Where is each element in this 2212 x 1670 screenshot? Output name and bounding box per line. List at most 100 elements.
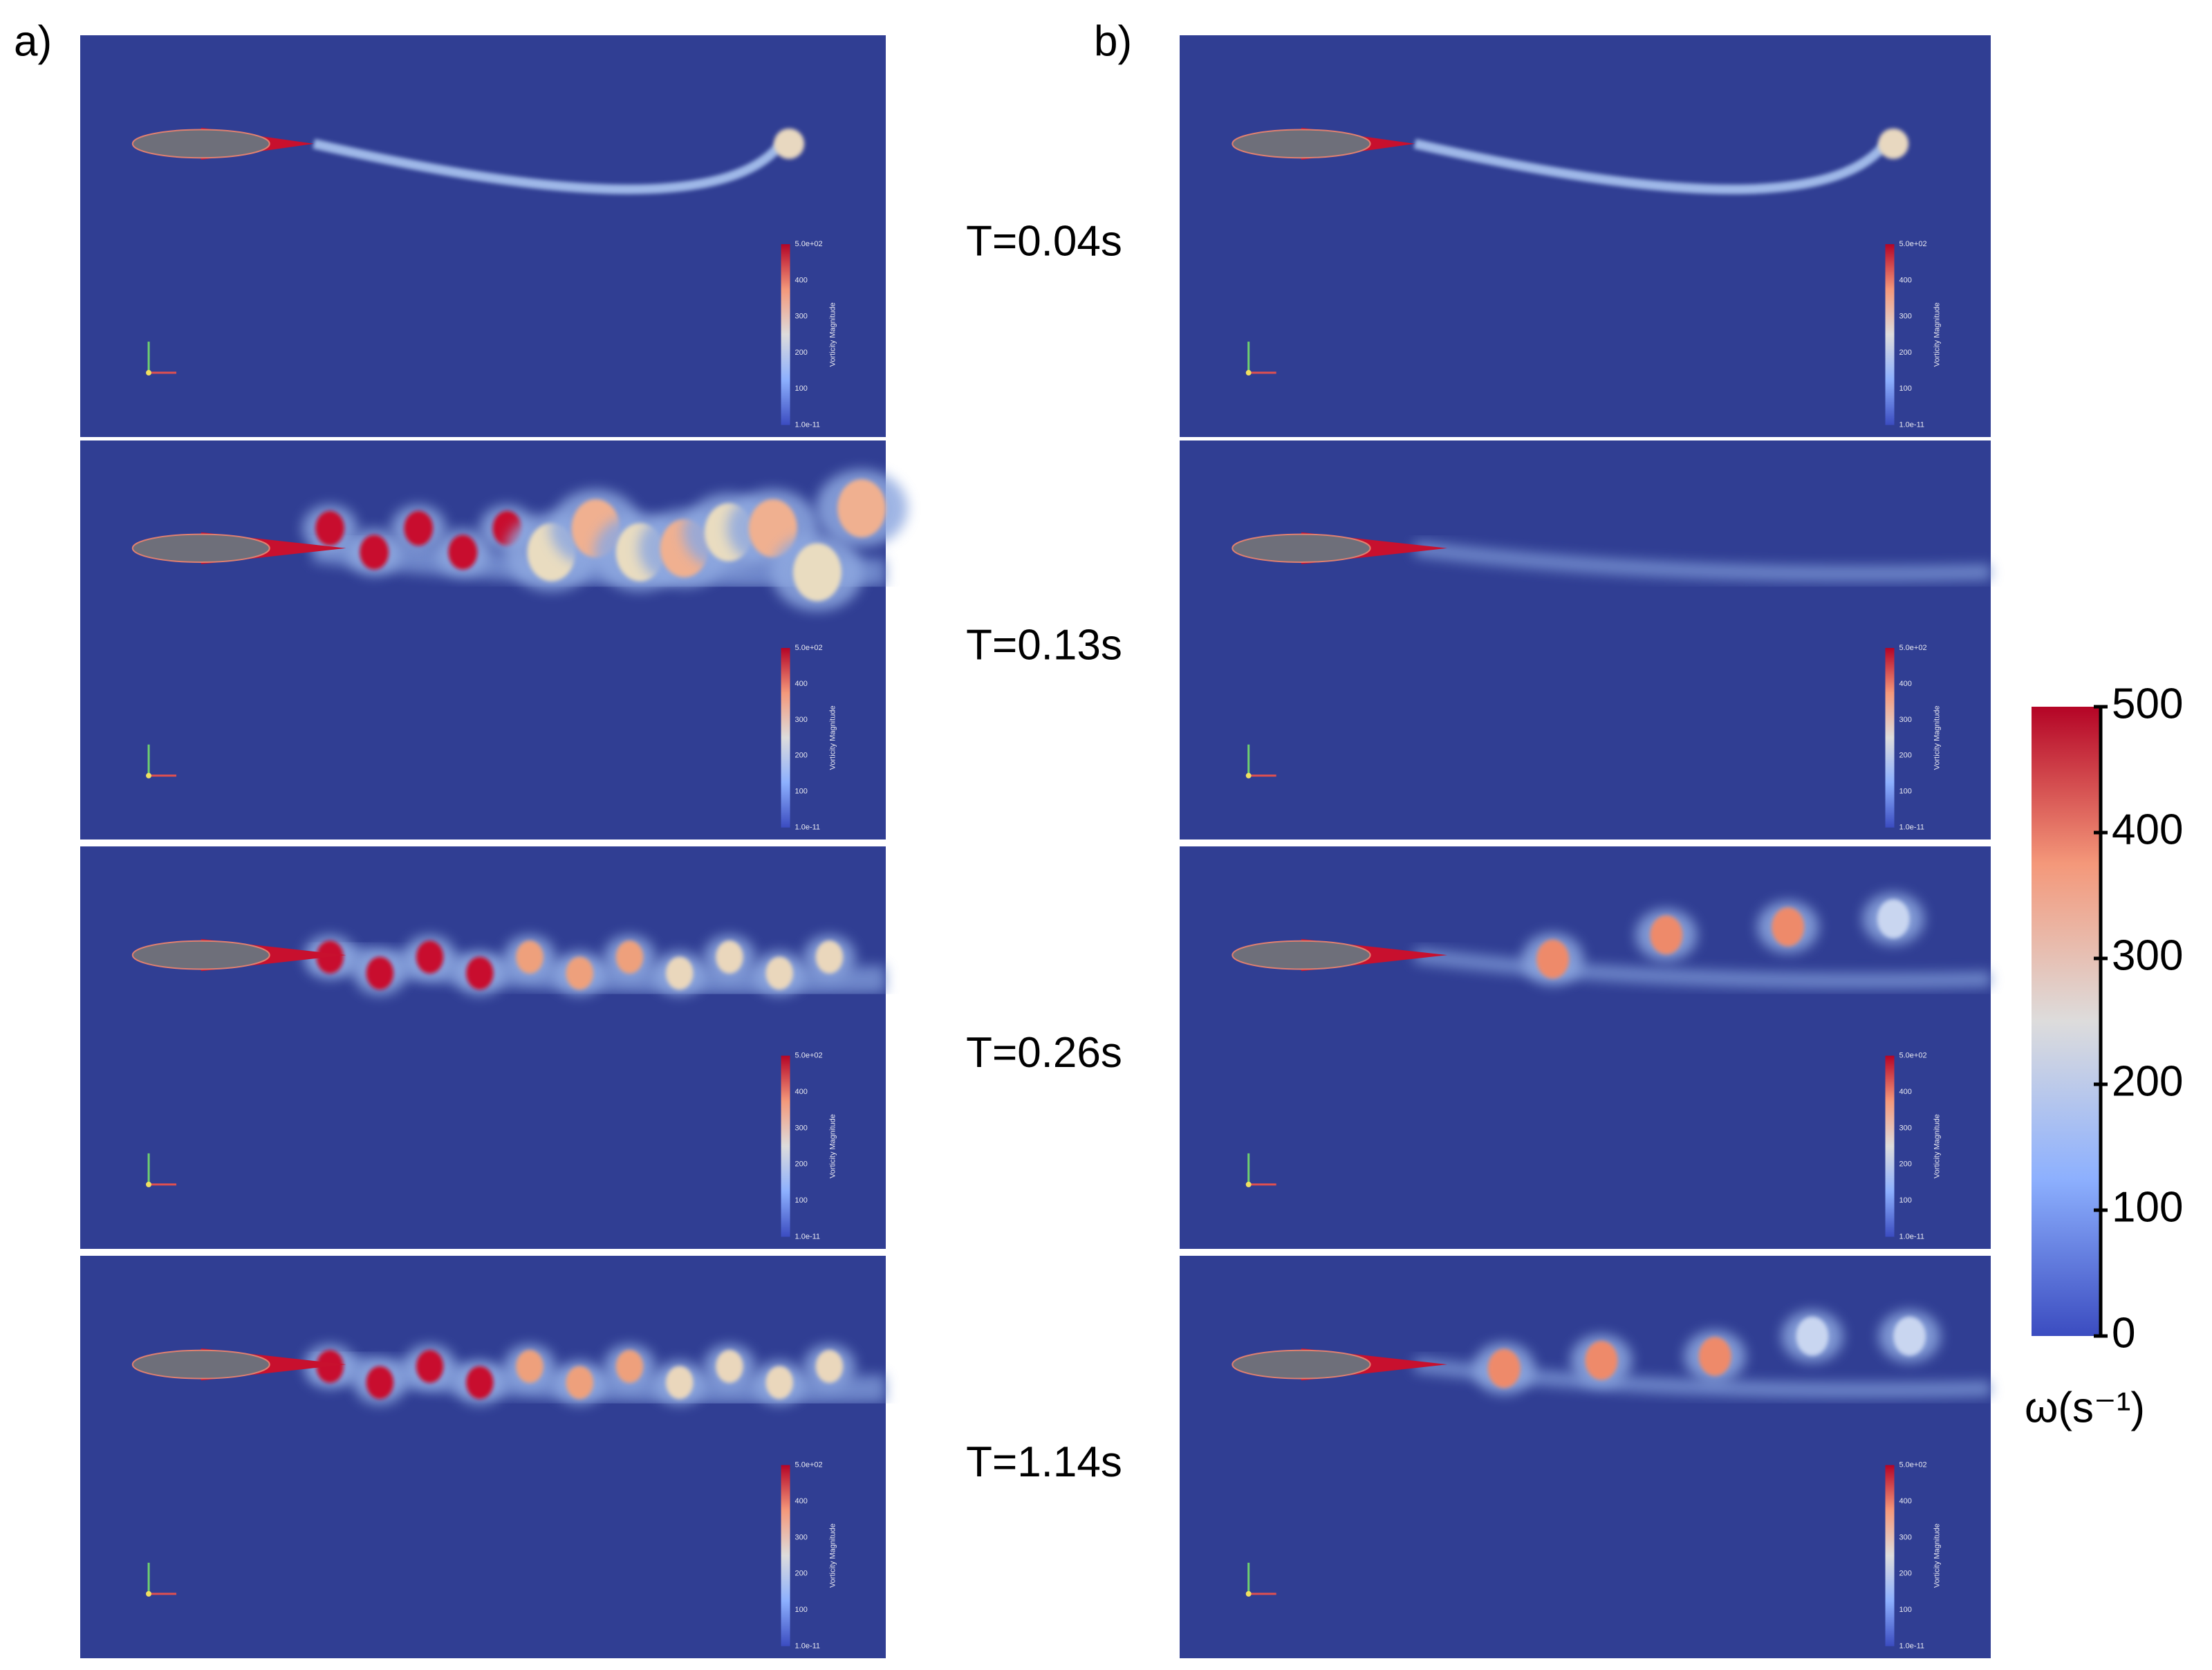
vortex bbox=[366, 1366, 394, 1400]
mini-colorbar bbox=[781, 648, 790, 828]
axis-triad bbox=[1245, 370, 1252, 376]
colorbar-tick-label: 200 bbox=[2112, 1057, 2183, 1105]
mini-tick-label: 300 bbox=[795, 1124, 808, 1132]
simulation-panel: 5.0e+02 400 300 200 100 1.0e-11 Vorticity Magn… bbox=[80, 440, 908, 839]
vortex bbox=[665, 956, 694, 990]
simulation-panel: 5.0e+02 400 300 200 100 1.0e-11 Vorticity Magn… bbox=[80, 846, 886, 1249]
vortex bbox=[765, 956, 794, 990]
panel-background bbox=[80, 35, 886, 437]
vortex bbox=[316, 1350, 344, 1383]
vortex bbox=[360, 535, 389, 570]
panel-background bbox=[80, 846, 886, 1249]
simulation-panel: 5.0e+02 400 300 200 100 1.0e-11 Vorticity Magn… bbox=[80, 35, 886, 437]
vortex bbox=[815, 1350, 844, 1383]
simulation-panel: 5.0e+02 400 300 200 100 1.0e-11 Vorticity Magn… bbox=[1180, 846, 1991, 1249]
mini-tick-label: 400 bbox=[1899, 276, 1912, 284]
axis-triad bbox=[146, 772, 152, 779]
time-label: T=0.26s bbox=[966, 1029, 1122, 1077]
axis-triad bbox=[1245, 1181, 1252, 1187]
panel-background bbox=[1180, 846, 1991, 1249]
colorbar-label: ω(s⁻¹) bbox=[2025, 1384, 2145, 1431]
mini-tick-label: 5.0e+02 bbox=[1899, 644, 1927, 652]
mini-colorbar bbox=[781, 1055, 790, 1237]
wake-streak bbox=[313, 139, 786, 194]
panel-label: b) bbox=[1094, 17, 1132, 65]
simulation-panel: 5.0e+02 400 300 200 100 1.0e-11 Vorticity Magn… bbox=[1180, 35, 1991, 437]
mini-tick-label: 5.0e+02 bbox=[795, 240, 823, 248]
axis-triad bbox=[1245, 1590, 1252, 1597]
vortex bbox=[1877, 899, 1910, 938]
mini-legend-title: Vorticity Magnitude bbox=[1933, 1114, 1941, 1178]
mini-tick-label: 1.0e-11 bbox=[795, 420, 821, 429]
colorbar-tick-label: 300 bbox=[2112, 931, 2183, 979]
panel-background bbox=[1180, 440, 1991, 839]
mini-tick-label: 400 bbox=[795, 276, 808, 284]
vortex bbox=[448, 535, 478, 570]
mini-tick-label: 200 bbox=[1899, 1570, 1912, 1578]
vortex bbox=[516, 1350, 543, 1383]
wake-streak bbox=[1413, 139, 1890, 194]
mini-legend-title: Vorticity Magnitude bbox=[828, 1523, 837, 1588]
mini-tick-label: 400 bbox=[1899, 1088, 1912, 1096]
mini-tick-label: 1.0e-11 bbox=[795, 824, 821, 832]
vortex bbox=[404, 510, 434, 546]
panel-label: a) bbox=[14, 17, 52, 65]
mini-legend-title: Vorticity Magnitude bbox=[828, 705, 837, 770]
mini-colorbar bbox=[1885, 648, 1895, 828]
mini-tick-label: 1.0e-11 bbox=[795, 1642, 821, 1650]
vortex bbox=[1536, 939, 1570, 979]
vortex bbox=[566, 1366, 594, 1400]
vortex bbox=[366, 956, 394, 990]
mini-legend-title: Vorticity Magnitude bbox=[828, 302, 837, 367]
mini-tick-label: 1.0e-11 bbox=[1899, 1232, 1925, 1241]
wake-streak bbox=[1413, 540, 1991, 582]
mini-tick-label: 400 bbox=[1899, 1497, 1912, 1505]
vortex bbox=[316, 940, 344, 974]
vortex bbox=[1772, 907, 1805, 947]
mini-tick-label: 5.0e+02 bbox=[795, 1052, 823, 1060]
mini-tick-label: 5.0e+02 bbox=[1899, 1461, 1927, 1469]
mini-tick-label: 5.0e+02 bbox=[1899, 240, 1927, 248]
vortex bbox=[466, 956, 494, 990]
vortex bbox=[1585, 1341, 1618, 1380]
mini-tick-label: 300 bbox=[795, 313, 808, 321]
mini-tick-label: 100 bbox=[1899, 788, 1912, 796]
vortex bbox=[793, 543, 842, 602]
mini-tick-label: 5.0e+02 bbox=[795, 1461, 823, 1469]
mini-colorbar bbox=[1885, 244, 1895, 425]
mini-tick-label: 200 bbox=[1899, 752, 1912, 760]
colorbar-tick-label: 0 bbox=[2112, 1309, 2135, 1357]
mini-tick-label: 100 bbox=[1899, 1196, 1912, 1205]
vortex bbox=[815, 940, 844, 974]
mini-tick-label: 300 bbox=[1899, 1533, 1912, 1541]
mini-tick-label: 400 bbox=[1899, 680, 1912, 688]
vortex bbox=[315, 510, 345, 546]
mini-tick-label: 300 bbox=[1899, 716, 1912, 724]
mini-tick-label: 100 bbox=[795, 1196, 808, 1205]
vortex bbox=[1796, 1317, 1829, 1356]
axis-triad bbox=[146, 1590, 152, 1597]
vortex bbox=[416, 1350, 444, 1383]
vortex bbox=[615, 940, 644, 974]
simulation-panel: 5.0e+02 400 300 200 100 1.0e-11 Vorticity Magn… bbox=[80, 1256, 886, 1658]
mini-tick-label: 300 bbox=[1899, 313, 1912, 321]
airfoil bbox=[131, 940, 270, 970]
airfoil bbox=[1232, 940, 1371, 970]
vortex bbox=[716, 1350, 743, 1383]
vortex bbox=[1698, 1337, 1731, 1376]
mini-tick-label: 100 bbox=[795, 384, 808, 393]
vortex bbox=[416, 940, 444, 974]
mini-colorbar bbox=[1885, 1465, 1895, 1646]
mini-tick-label: 200 bbox=[795, 1570, 808, 1578]
airfoil bbox=[131, 129, 270, 159]
mini-tick-label: 1.0e-11 bbox=[1899, 824, 1925, 832]
mini-tick-label: 400 bbox=[795, 680, 808, 688]
panel-background bbox=[80, 1256, 886, 1658]
mini-tick-label: 200 bbox=[795, 1160, 808, 1169]
vortex bbox=[615, 1350, 644, 1383]
vortex bbox=[665, 1366, 694, 1400]
mini-tick-label: 300 bbox=[795, 1533, 808, 1541]
colorbar-tick-label: 100 bbox=[2112, 1183, 2183, 1231]
mini-colorbar bbox=[1885, 1055, 1895, 1237]
mini-legend-title: Vorticity Magnitude bbox=[1933, 302, 1941, 367]
